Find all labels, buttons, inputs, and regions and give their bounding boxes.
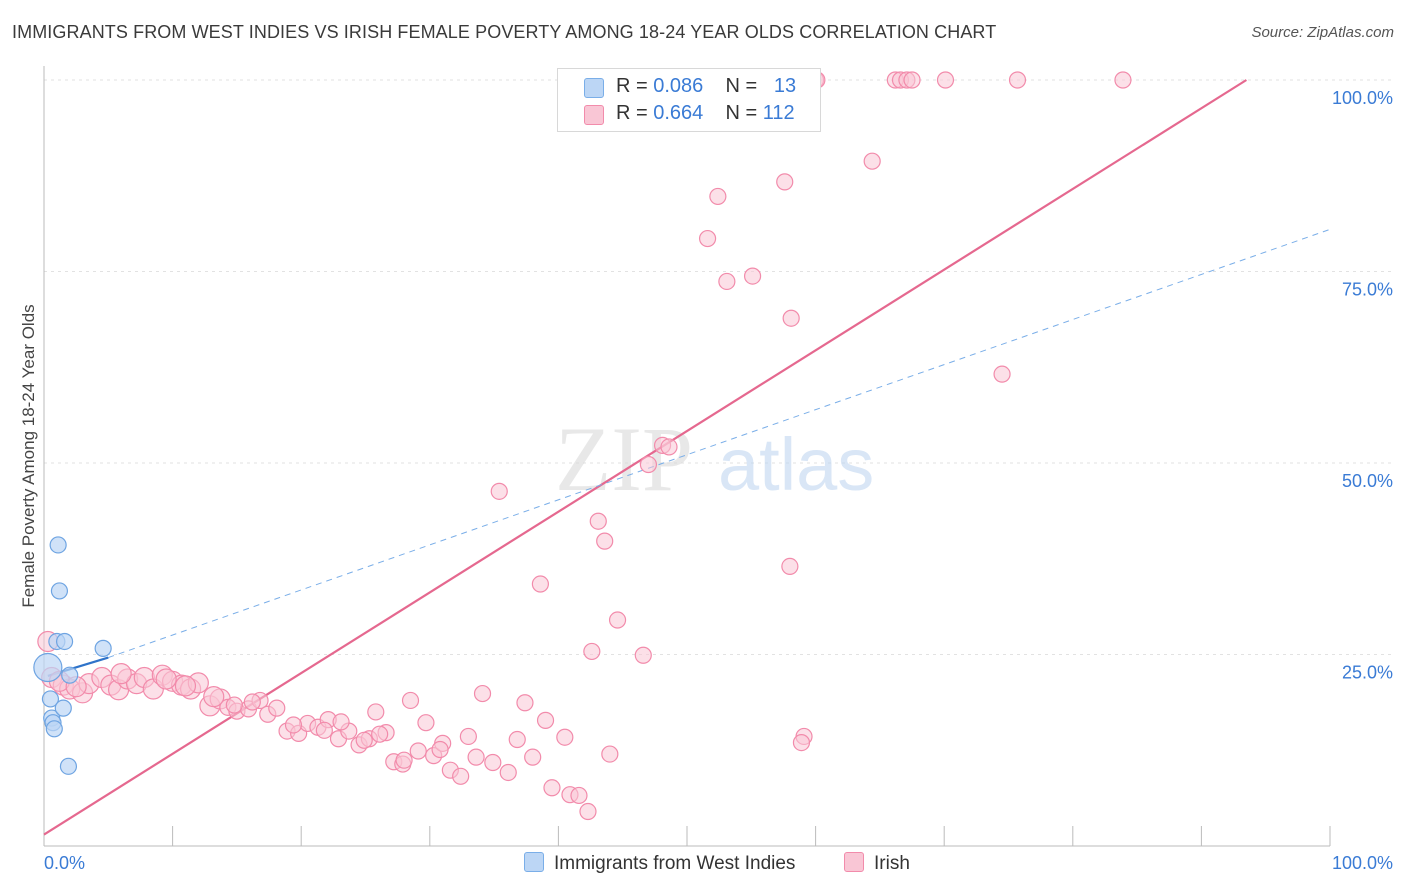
data-point-west-indies [54,699,72,717]
legend-r-label: R = [616,75,654,97]
data-point-irish [268,699,286,717]
data-point-irish [371,725,389,743]
data-point-irish [417,714,435,732]
data-point-irish [936,71,955,89]
data-point-west-indies [94,639,112,657]
data-point-irish [459,727,477,746]
data-point-west-indies [50,582,69,600]
data-point-irish [709,187,727,206]
data-point-irish [174,675,197,697]
y-tick-label: 25.0% [1342,663,1393,683]
legend-r-value: 0.664 [653,102,704,124]
data-point-irish [490,482,508,500]
data-point-irish [782,309,800,327]
data-point-west-indies [49,536,67,554]
legend-swatch-irish [584,105,604,125]
trend-line-west-indies-extended [108,228,1331,659]
data-point-irish [543,779,561,797]
data-point-irish [395,751,413,769]
data-point-irish [579,802,597,821]
data-point-west-indies [41,690,60,708]
y-tick-label: 100.0% [1332,88,1393,108]
data-point-irish [863,152,881,170]
watermark-atlas: atlas [718,423,874,506]
data-point-irish [524,748,542,766]
data-point-irish [467,748,485,766]
data-point-irish [1114,71,1132,89]
data-point-irish [781,557,799,576]
data-point-irish [332,713,350,731]
data-point-irish [452,767,470,785]
data-point-irish [556,728,574,746]
x-tick-label: 100.0% [1332,853,1393,873]
stats-legend: R = 0.086 N = 13 R = 0.664 N = 112 [557,68,821,132]
data-point-irish [589,512,607,530]
data-point-irish [473,684,492,703]
data-point-irish [583,642,601,661]
data-point-irish [570,786,588,805]
bottom-legend-label: Irish [874,853,910,874]
data-point-irish [536,711,555,729]
data-point-irish [225,696,243,714]
data-point-irish [1008,71,1027,89]
data-point-west-indies [55,632,74,651]
gridlines [44,79,1392,655]
data-point-irish [516,694,534,712]
legend-n-label: N = [725,75,763,97]
data-point-irish [601,745,619,763]
data-point-irish [608,611,627,629]
data-point-irish [903,71,921,89]
data-point-irish [484,753,502,772]
y-tick-label: 75.0% [1342,280,1393,300]
data-point-irish [401,691,420,710]
data-point-west-indies [33,652,63,683]
watermark: ZIP atlas [555,408,874,510]
data-point-west-indies [61,666,79,684]
data-point-irish [634,646,652,664]
data-point-irish [155,668,177,690]
data-point-irish [792,733,811,752]
data-point-irish [660,438,678,456]
data-point-irish [508,730,526,749]
watermark-zip: ZIP [555,408,693,510]
y-axis-label: Female Poverty Among 18-24 Year Olds [19,304,38,607]
x-tick-label: 0.0% [44,853,85,873]
bottom-legend-swatch-irish [844,852,864,872]
legend-r-label: R = [616,102,654,124]
data-point-irish [743,267,762,285]
legend-r-value: 0.086 [653,75,704,97]
legend-n-value: 13 [773,75,797,97]
data-point-irish [243,693,261,711]
data-point-irish [315,721,333,739]
bottom-legend-label: Immigrants from West Indies [554,853,796,874]
bottom-legend-west-indies: Immigrants from West Indies [524,852,795,875]
data-point-west-indies [45,720,63,738]
data-point-irish [776,173,794,191]
source-label: Source: ZipAtlas.com [1251,24,1394,41]
bottom-legend-irish: Irish [844,852,910,875]
data-point-irish [355,731,373,749]
data-point-irish [596,532,614,550]
data-point-irish [409,742,427,760]
chart-title: IMMIGRANTS FROM WEST INDIES VS IRISH FEM… [12,22,997,42]
data-point-irish [499,763,517,782]
data-point-irish [367,703,385,721]
data-point-irish [531,575,549,593]
data-point-irish [698,229,717,248]
bottom-legend-swatch-west-indies [524,852,544,872]
tick-labels: 25.0% 50.0% 75.0% 100.0% 0.0% 100.0% [44,88,1393,873]
legend-n-label: N = [725,102,763,124]
data-point-irish [718,272,736,291]
data-point-irish [284,716,303,734]
legend-swatch-west-indies [584,78,604,98]
legend-n-value: 112 [762,102,795,124]
data-point-irish [431,740,449,759]
y-tick-label: 50.0% [1342,471,1393,491]
data-point-irish [639,455,658,474]
data-point-irish [110,663,132,685]
data-point-irish [993,365,1011,383]
data-point-west-indies [59,757,78,775]
data-point-irish [203,686,225,708]
